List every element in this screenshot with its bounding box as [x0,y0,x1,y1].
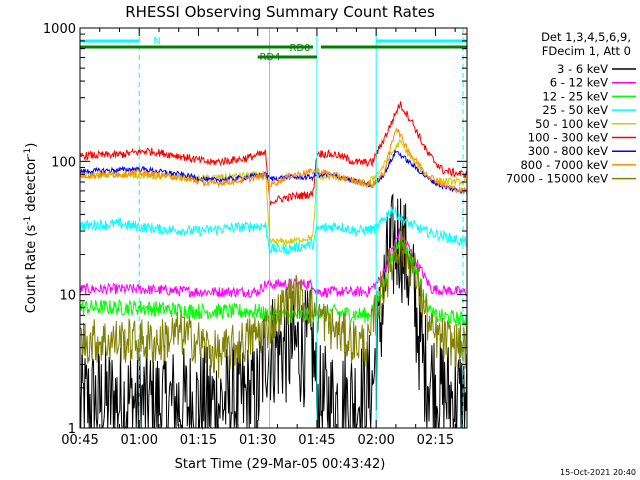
x-tick-label: 01:30 [239,433,276,448]
series-line-3 [79,231,468,327]
chart-title: RHESSI Observing Summary Count Rates [125,3,435,21]
legend-label-6: 100 - 300 keV [528,131,608,145]
series-line-6 [79,101,468,206]
x-axis-label: Start Time (29-Mar-05 00:43:42) [175,457,386,472]
legend-label-7: 300 - 800 keV [528,144,608,158]
legend-header-2: FDecim 1, Att 0 [542,44,631,58]
plot-frame [79,27,468,429]
x-tick-label: 01:15 [180,433,217,448]
series-line-9 [79,226,468,379]
y-axis-label-sup1: -1 [23,216,33,225]
legend-label-9: 7000 - 15000 keV [506,172,608,186]
axis-ticks: 00:45 01:00 01:15 01:30 01:45 02:00 02:15 1 10 10… [43,22,467,448]
legend: Det 1,3,4,5,6,9, FDecim 1, Att 0 3 - 6 k… [506,30,636,186]
x-tick-label: 01:00 [121,433,158,448]
band-label-rd4: RD4 [259,52,280,63]
observing-bands: N RD0 RD4 [80,36,467,63]
series-line-5 [79,138,468,246]
y-tick-label: 100 [51,155,76,170]
series-line-1 [79,193,468,430]
series-layer [79,101,468,430]
y-axis-label-end: ) [24,143,39,148]
x-tick-label: 02:15 [417,433,454,448]
series-line-4 [79,206,468,256]
legend-label-1: 3 - 6 keV [557,62,608,76]
legend-label-4: 25 - 50 keV [542,103,608,117]
vertical-markers [138,28,464,428]
x-tick-label: 01:45 [298,433,335,448]
legend-label-8: 800 - 7000 keV [520,158,608,172]
series-line-8 [79,127,468,195]
generation-timestamp: 15-Oct-2021 20:40 [560,468,636,477]
legend-header-1: Det 1,3,4,5,6,9, [541,30,631,44]
series-line-2 [79,228,468,298]
legend-label-3: 12 - 25 keV [542,89,608,103]
legend-label-5: 50 - 100 keV [535,117,608,131]
series-line-7 [79,150,467,195]
x-tick-label: 02:00 [357,433,394,448]
y-tick-label: 1 [68,422,76,437]
legend-label-2: 6 - 12 keV [550,76,608,90]
y-axis-label-mid: detector [24,156,39,216]
y-axis-label-main: Count Rate (s [24,225,39,314]
y-axis-label: Count Rate (s-1 detector-1) [23,143,39,314]
band-label-n: N [153,36,160,47]
y-tick-label: 10 [59,289,76,304]
y-tick-label: 1000 [43,22,76,37]
x-tick-label: 00:45 [61,433,98,448]
band-label-rd0: RD0 [289,43,310,54]
y-axis-label-sup2: -1 [23,148,33,157]
